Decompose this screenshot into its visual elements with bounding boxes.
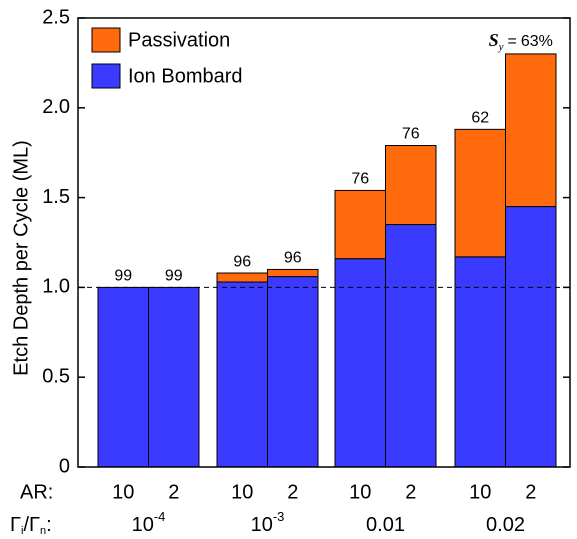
y-tick-label: 0.5: [42, 365, 70, 387]
y-tick-label: 1.5: [42, 186, 70, 208]
x-tick-label: 2: [287, 481, 298, 503]
legend-swatch: [91, 27, 121, 53]
group-label-base: 10: [132, 514, 154, 536]
data-label: 99: [114, 268, 132, 285]
legend-label: Ion Bombard: [128, 65, 243, 87]
group-label-base: 10: [251, 514, 273, 536]
data-label: 96: [284, 250, 302, 267]
data-label: Sy = 63%: [489, 30, 553, 52]
x-tick-label: 10: [231, 481, 253, 503]
y-axis-label: Etch Depth per Cycle (ML): [10, 140, 32, 376]
bar-segment: [148, 286, 200, 468]
y-tick-label: 0: [59, 455, 70, 477]
x-tick-label: 10: [349, 481, 371, 503]
x-tick-label: 2: [168, 481, 179, 503]
group-label-exponent: -4: [154, 509, 166, 524]
x-tick-label: 10: [112, 481, 134, 503]
data-label: 76: [351, 171, 369, 188]
bar-segment: [454, 128, 506, 258]
group-label-base: 0.02: [486, 514, 525, 536]
x-tick-label: 10: [469, 481, 491, 503]
selectivity-symbol: S: [489, 30, 499, 50]
data-label: 96: [233, 253, 251, 270]
selectivity-subscript: y: [498, 40, 504, 52]
bar-segment: [97, 286, 149, 468]
bar-segment: [334, 189, 386, 260]
legend-swatch: [91, 63, 121, 89]
y-tick-label: 2.5: [42, 6, 70, 28]
group-label: 10-3: [251, 509, 285, 536]
group-row-label-part: :: [46, 514, 52, 536]
bar-segment: [454, 256, 506, 468]
group-label-exponent: -3: [273, 509, 285, 524]
group-label: 0.01: [366, 514, 405, 536]
plot-frame: [77, 17, 571, 468]
bar-segment: [385, 145, 437, 226]
bar-segment: [216, 281, 268, 468]
bar-segment: [334, 258, 386, 468]
legend-label: Passivation: [128, 29, 230, 51]
group-row-label-part: /Γ: [23, 514, 40, 536]
group-row-label-subscript: i: [21, 525, 23, 537]
group-row-label-subscript: n: [40, 525, 46, 537]
bar-segment: [216, 272, 268, 283]
bar-segment: [267, 268, 319, 278]
group-label: 10-4: [132, 509, 166, 536]
group-row-label: Γi/Γn:: [10, 514, 52, 537]
group-label-base: 0.01: [366, 514, 405, 536]
y-tick-label: 1.0: [42, 276, 70, 298]
x-tick-label: 2: [525, 481, 536, 503]
selectivity-relation: =: [508, 33, 517, 50]
bar-segment: [385, 224, 437, 468]
bar-segment: [505, 206, 557, 468]
group-label: 0.02: [486, 514, 525, 536]
category-row-label: AR:: [20, 481, 53, 503]
y-tick-label: 2.0: [42, 96, 70, 118]
x-tick-label: 2: [405, 481, 416, 503]
data-label: 99: [165, 268, 183, 285]
data-label-value: 63%: [521, 33, 553, 50]
bar-segment: [267, 276, 319, 468]
group-row-label-part: Γ: [10, 514, 21, 536]
data-label: 76: [402, 126, 420, 143]
bar-segment: [505, 53, 557, 208]
data-label: 62: [471, 110, 489, 127]
